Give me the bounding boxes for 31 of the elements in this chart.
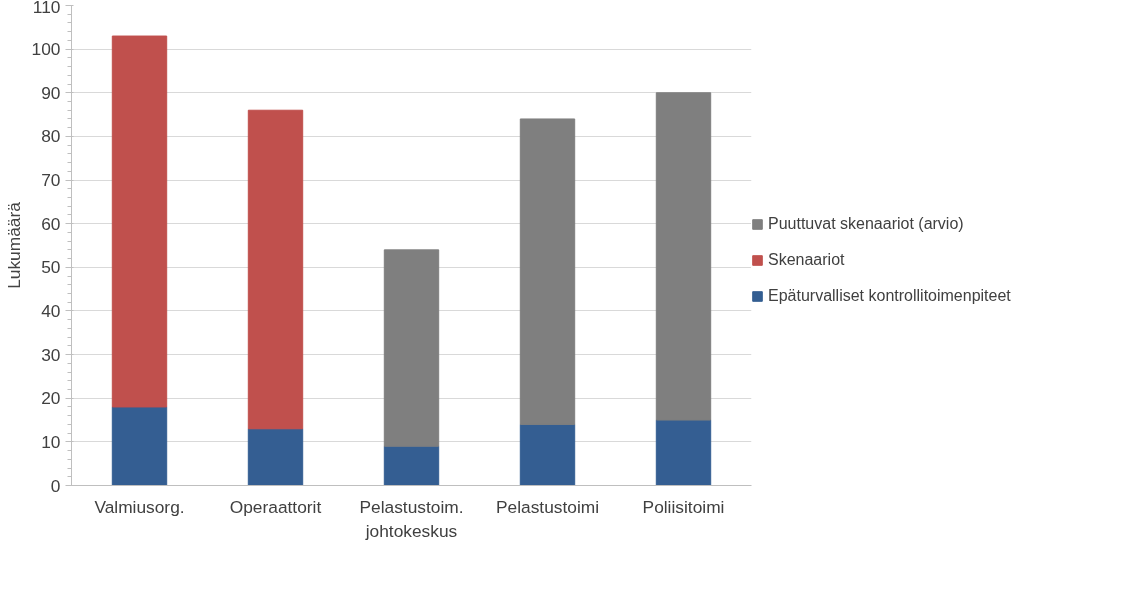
bar: [519, 423, 576, 486]
y-tick-label: 110: [32, 0, 61, 17]
y-tick-label: 90: [41, 82, 61, 103]
x-tick-label: Operaattorit: [229, 496, 322, 517]
bar: [383, 445, 440, 486]
bar: [247, 109, 304, 430]
legend-label: Puuttuvat skenaariot (arvio): [768, 215, 964, 233]
y-tick-label: 20: [41, 388, 61, 409]
x-tick-label: Valmiusorg.: [94, 496, 185, 517]
y-axis-title: Lukumäärä: [3, 201, 24, 289]
legend-label: Skenaariot: [768, 251, 845, 269]
bar: [383, 249, 440, 447]
bar: [247, 428, 304, 486]
bar: [655, 419, 712, 486]
bar: [655, 92, 712, 421]
y-tick-label: 50: [41, 257, 61, 278]
y-tick-label: 70: [41, 170, 61, 191]
x-tick-label: Pelastustoimi: [495, 496, 600, 517]
y-tick-label: 100: [31, 39, 61, 60]
x-tick-label: Pelastustoim. johtokeskus: [359, 496, 464, 541]
legend-label: Epäturvalliset kontrollitoimenpiteet: [768, 287, 1011, 305]
bar: [111, 406, 168, 486]
bar: [519, 118, 576, 425]
y-tick-label: 10: [41, 431, 61, 452]
y-tick-label: 30: [41, 344, 61, 365]
bar: [111, 35, 168, 408]
y-tick-label: 0: [50, 475, 61, 496]
y-tick-label: 80: [41, 126, 61, 147]
y-tick-label: 40: [41, 300, 61, 321]
x-tick-label: Poliisitoimi: [642, 496, 725, 517]
y-tick-label: 60: [41, 213, 61, 234]
